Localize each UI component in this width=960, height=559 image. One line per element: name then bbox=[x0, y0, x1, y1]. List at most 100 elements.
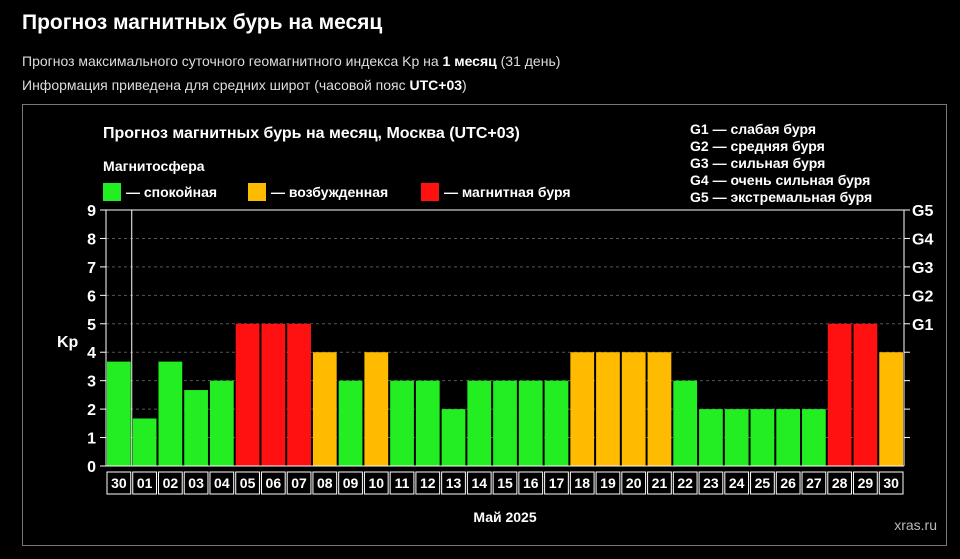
day-cell bbox=[209, 471, 235, 495]
chart-panel: Прогноз магнитных бурь на месяц, Москва … bbox=[22, 104, 947, 546]
kp-chart: Прогноз магнитных бурь на месяц, Москва … bbox=[57, 121, 937, 533]
day-label: 25 bbox=[755, 475, 771, 491]
day-cell bbox=[724, 471, 750, 495]
y-tick-label: 0 bbox=[87, 459, 96, 476]
right-tick-label-G5: G5 bbox=[912, 203, 933, 220]
bar-day-12 bbox=[415, 380, 440, 466]
day-cell bbox=[621, 471, 647, 495]
bar-day-08 bbox=[312, 352, 337, 466]
bar-day-15 bbox=[493, 380, 517, 466]
right-tick-label-G2: G2 bbox=[912, 288, 933, 305]
storm-scale-item: G5 — экстремальная буря bbox=[690, 189, 872, 205]
day-cell bbox=[363, 471, 389, 495]
description-days: (31 день) bbox=[496, 53, 561, 69]
bar-day-16 bbox=[518, 380, 543, 466]
day-cell bbox=[389, 471, 415, 495]
bar-day-30 bbox=[107, 361, 131, 466]
watermark: xras.ru bbox=[894, 517, 937, 533]
day-label: 29 bbox=[858, 475, 874, 491]
timezone-value: UTC+03 bbox=[409, 77, 463, 93]
day-label: 09 bbox=[343, 475, 359, 491]
bar-day-01 bbox=[132, 418, 157, 466]
day-label: 30 bbox=[883, 475, 899, 491]
page-title: Прогноз магнитных бурь на месяц bbox=[22, 11, 383, 34]
day-cell bbox=[157, 471, 183, 495]
day-label: 17 bbox=[549, 475, 565, 491]
day-cell bbox=[286, 471, 312, 495]
day-label: 02 bbox=[163, 475, 179, 491]
y-tick-label: 5 bbox=[87, 317, 96, 334]
day-label: 22 bbox=[677, 475, 693, 491]
bar-day-06 bbox=[261, 323, 286, 466]
bar-day-30 bbox=[879, 352, 903, 466]
day-label: 03 bbox=[188, 475, 204, 491]
storm-scale-item: G4 — очень сильная буря bbox=[690, 172, 870, 188]
description-period: 1 месяц bbox=[442, 53, 497, 69]
bar-day-20 bbox=[621, 352, 646, 466]
day-cell bbox=[595, 471, 621, 495]
day-cell bbox=[492, 471, 518, 495]
bar-day-28 bbox=[827, 323, 852, 466]
bar-day-25 bbox=[750, 409, 775, 466]
bar-day-14 bbox=[467, 380, 492, 466]
bar-day-03 bbox=[184, 390, 208, 466]
day-label: 12 bbox=[420, 475, 436, 491]
day-cell bbox=[415, 471, 441, 495]
chart-title: Прогноз магнитных бурь на месяц, Москва … bbox=[103, 125, 520, 142]
bar-day-23 bbox=[699, 409, 723, 466]
day-cell bbox=[466, 471, 492, 495]
bar-day-19 bbox=[596, 352, 620, 466]
description-text: Прогноз максимального суточного геомагни… bbox=[22, 53, 443, 69]
legend-title: Магнитосфера bbox=[103, 158, 205, 174]
day-cell bbox=[698, 471, 724, 495]
bar-day-22 bbox=[673, 380, 698, 466]
y-tick-label: 7 bbox=[87, 260, 96, 277]
legend-swatch-storm bbox=[421, 183, 439, 201]
y-tick-label: 3 bbox=[87, 374, 96, 391]
day-label: 28 bbox=[832, 475, 848, 491]
day-label: 30 bbox=[111, 475, 127, 491]
legend-label-storm: — магнитная буря bbox=[444, 184, 571, 200]
legend-label-excited: — возбужденная bbox=[271, 184, 388, 200]
day-cell bbox=[338, 471, 363, 495]
day-label: 13 bbox=[446, 475, 462, 491]
day-label: 18 bbox=[574, 475, 590, 491]
day-cell bbox=[878, 471, 904, 495]
bar-day-02 bbox=[158, 361, 183, 466]
bar-day-07 bbox=[287, 323, 311, 466]
storm-scale-item: G3 — сильная буря bbox=[690, 155, 825, 171]
day-cell bbox=[672, 471, 698, 495]
day-label: 11 bbox=[395, 475, 410, 491]
storm-scale-item: G1 — слабая буря bbox=[690, 121, 816, 137]
day-cell bbox=[801, 471, 827, 495]
x-axis-label: Май 2025 bbox=[473, 509, 536, 525]
day-cell bbox=[750, 471, 775, 495]
right-tick-label-G4: G4 bbox=[912, 231, 933, 248]
bar-day-18 bbox=[570, 352, 595, 466]
legend-swatch-excited bbox=[248, 183, 266, 201]
bar-day-29 bbox=[853, 323, 878, 466]
day-cell bbox=[853, 471, 878, 495]
bar-day-26 bbox=[776, 409, 801, 466]
y-tick-label: 1 bbox=[87, 431, 96, 448]
y-tick-label: 9 bbox=[87, 203, 96, 220]
bar-day-04 bbox=[209, 380, 234, 466]
day-label: 16 bbox=[523, 475, 539, 491]
y-tick-label: 2 bbox=[87, 402, 96, 419]
day-label: 15 bbox=[497, 475, 513, 491]
day-label: 20 bbox=[626, 475, 642, 491]
right-tick-label-G1: G1 bbox=[912, 317, 933, 334]
bar-day-09 bbox=[338, 380, 363, 466]
day-cell bbox=[441, 471, 466, 495]
day-label: 08 bbox=[317, 475, 333, 491]
legend-swatch-calm bbox=[103, 183, 121, 201]
day-label: 06 bbox=[266, 475, 282, 491]
day-cell bbox=[183, 471, 209, 495]
bar-day-17 bbox=[544, 380, 569, 466]
day-label: 10 bbox=[369, 475, 385, 491]
day-cell bbox=[260, 471, 286, 495]
timezone-text: Информация приведена для средних широт (… bbox=[22, 77, 410, 93]
day-cell bbox=[569, 471, 595, 495]
day-cell bbox=[106, 471, 132, 495]
day-label: 07 bbox=[291, 475, 307, 491]
